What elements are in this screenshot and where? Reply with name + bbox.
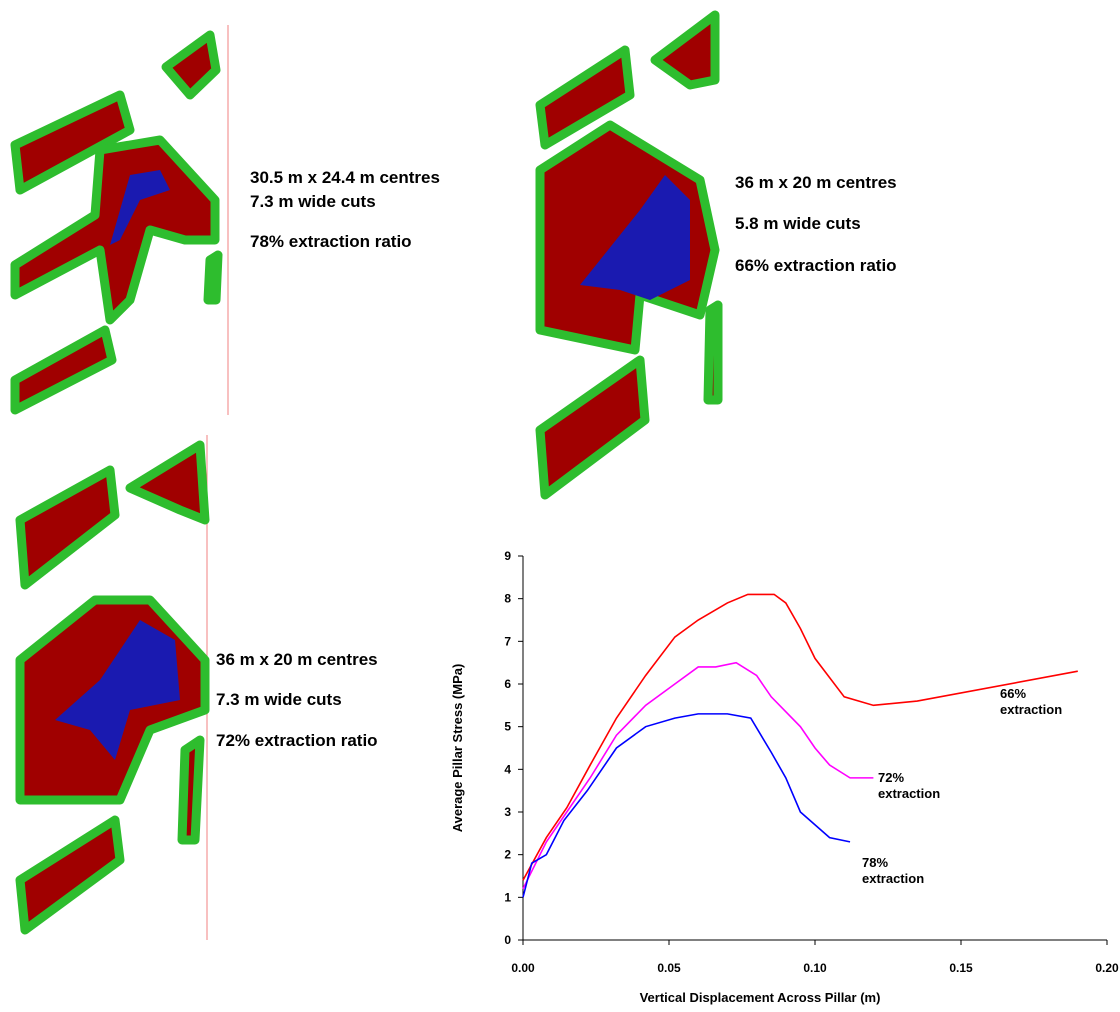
panel-text: 66% extraction ratio	[735, 257, 897, 274]
panel-text: 72% extraction ratio	[216, 732, 378, 749]
series-line	[523, 663, 873, 889]
panel-text: 78% extraction ratio	[250, 233, 412, 250]
mesh-panel-2	[540, 15, 718, 495]
y-tick-label: 5	[504, 720, 511, 734]
x-tick-label: 0.20	[1095, 961, 1119, 975]
x-tick-label: 0.05	[657, 961, 681, 975]
y-tick-label: 6	[504, 677, 511, 691]
x-tick-label: 0.10	[803, 961, 827, 975]
x-tick-label: 0.00	[511, 961, 535, 975]
series-label: 78% extraction	[862, 855, 942, 886]
series-label: 72% extraction	[878, 770, 958, 801]
figure: Vertical Displacement Across Pillar (m) …	[0, 0, 1120, 1012]
panel-text: 7.3 m wide cuts	[250, 193, 376, 210]
y-tick-label: 2	[504, 848, 511, 862]
panel-text: 5.8 m wide cuts	[735, 215, 861, 232]
series-line	[523, 594, 1078, 880]
panel-text: 36 m x 20 m centres	[216, 651, 378, 668]
page: Vertical Displacement Across Pillar (m) …	[0, 0, 1120, 1012]
y-tick-label: 9	[504, 549, 511, 563]
y-tick-label: 8	[504, 592, 511, 606]
y-tick-label: 1	[504, 890, 511, 904]
series-label: 66% extraction	[1000, 686, 1080, 717]
panel-text: 30.5 m x 24.4 m centres	[250, 169, 440, 186]
y-axis-label: Average Pillar Stress (MPa)	[450, 664, 465, 833]
line-chart: Vertical Displacement Across Pillar (m) …	[450, 549, 1119, 1005]
panel-text: 7.3 m wide cuts	[216, 691, 342, 708]
x-tick-label: 0.15	[949, 961, 973, 975]
panel-text: 36 m x 20 m centres	[735, 174, 897, 191]
y-tick-label: 3	[504, 805, 511, 819]
x-axis-label: Vertical Displacement Across Pillar (m)	[640, 990, 881, 1005]
y-tick-label: 4	[504, 762, 511, 776]
mesh-panel-3	[20, 435, 207, 940]
y-tick-label: 0	[504, 933, 511, 947]
mesh-panel-1	[15, 25, 228, 415]
y-tick-label: 7	[504, 634, 511, 648]
